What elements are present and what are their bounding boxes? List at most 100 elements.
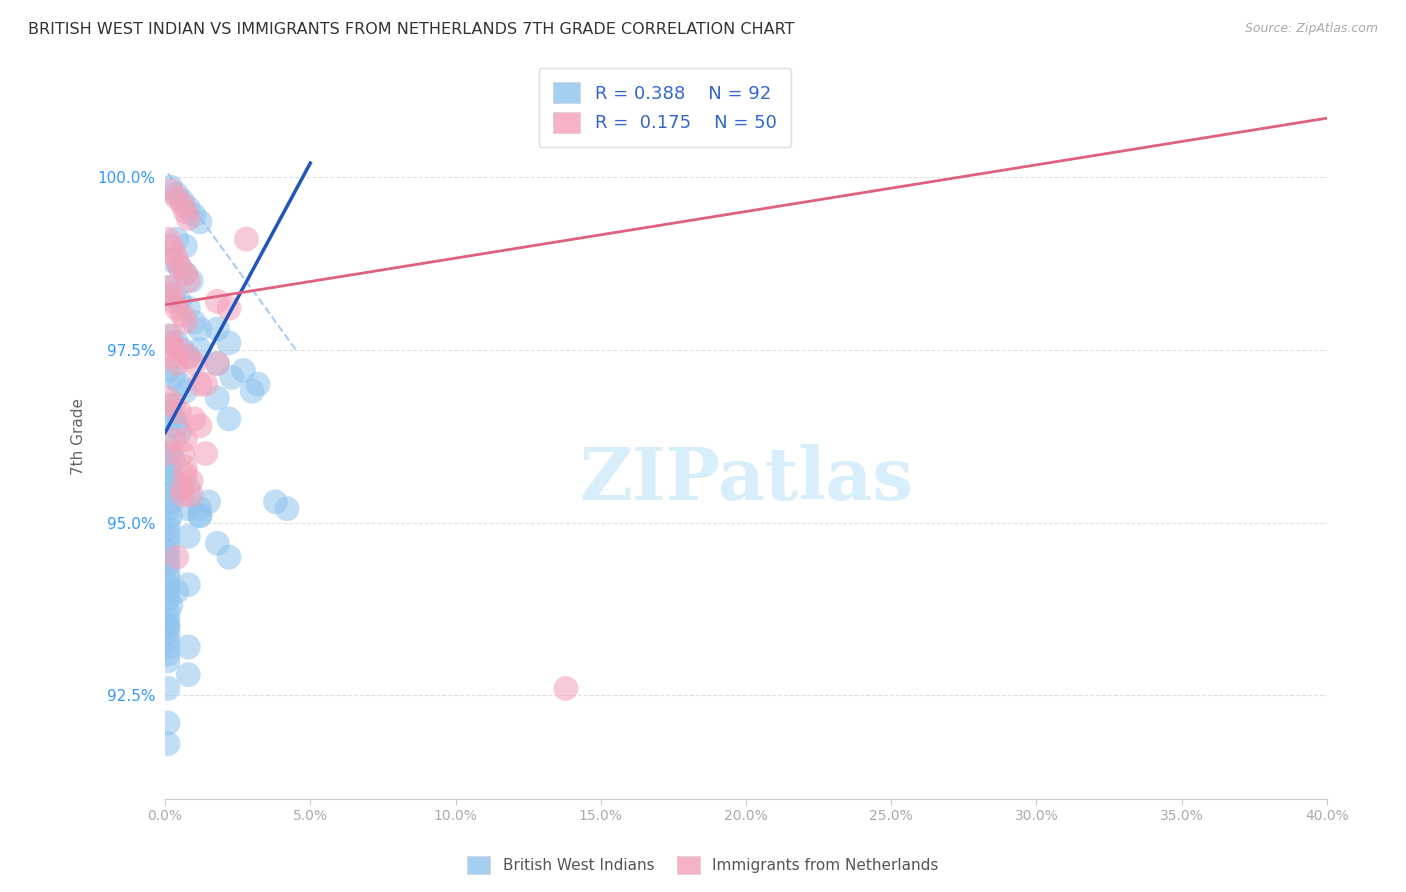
Point — [177, 350, 200, 364]
Point — [276, 501, 298, 516]
Point — [188, 322, 211, 336]
Point — [188, 377, 211, 392]
Point — [177, 481, 200, 495]
Point — [160, 405, 183, 419]
Point — [166, 232, 188, 246]
Point — [160, 252, 183, 267]
Point — [235, 232, 257, 246]
Point — [174, 460, 197, 475]
Point — [218, 301, 240, 316]
Point — [156, 391, 179, 405]
Point — [194, 446, 217, 460]
Legend: R = 0.388    N = 92, R =  0.175    N = 50: R = 0.388 N = 92, R = 0.175 N = 50 — [538, 68, 790, 147]
Point — [156, 363, 179, 377]
Point — [264, 495, 287, 509]
Point — [169, 405, 191, 419]
Point — [163, 294, 186, 309]
Point — [188, 343, 211, 357]
Point — [166, 187, 188, 202]
Point — [166, 301, 188, 316]
Point — [156, 612, 179, 626]
Point — [156, 529, 179, 543]
Point — [160, 495, 183, 509]
Point — [163, 246, 186, 260]
Point — [174, 204, 197, 219]
Point — [163, 412, 186, 426]
Point — [166, 550, 188, 565]
Point — [160, 335, 183, 350]
Point — [163, 433, 186, 447]
Point — [207, 294, 229, 309]
Point — [174, 267, 197, 281]
Point — [160, 287, 183, 301]
Point — [169, 425, 191, 440]
Point — [156, 516, 179, 530]
Point — [188, 501, 211, 516]
Point — [156, 523, 179, 537]
Point — [183, 357, 205, 371]
Point — [174, 315, 197, 329]
Point — [156, 578, 179, 592]
Point — [156, 280, 179, 294]
Point — [197, 495, 219, 509]
Point — [180, 488, 202, 502]
Point — [166, 335, 188, 350]
Point — [188, 215, 211, 229]
Point — [232, 363, 254, 377]
Point — [172, 343, 194, 357]
Point — [177, 667, 200, 681]
Point — [169, 377, 191, 392]
Point — [156, 626, 179, 640]
Point — [207, 357, 229, 371]
Point — [207, 322, 229, 336]
Point — [169, 260, 191, 274]
Point — [174, 239, 197, 253]
Point — [156, 557, 179, 571]
Point — [174, 467, 197, 482]
Point — [221, 370, 243, 384]
Point — [156, 619, 179, 633]
Point — [160, 446, 183, 460]
Point — [160, 467, 183, 482]
Point — [156, 681, 179, 696]
Point — [183, 208, 205, 222]
Point — [177, 201, 200, 215]
Point — [156, 550, 179, 565]
Point — [218, 335, 240, 350]
Point — [156, 280, 179, 294]
Point — [180, 274, 202, 288]
Point — [156, 633, 179, 648]
Point — [172, 194, 194, 208]
Point — [156, 654, 179, 668]
Point — [163, 474, 186, 488]
Point — [156, 619, 179, 633]
Point — [166, 252, 188, 267]
Point — [247, 377, 270, 392]
Point — [183, 315, 205, 329]
Point — [156, 232, 179, 246]
Point — [207, 391, 229, 405]
Text: BRITISH WEST INDIAN VS IMMIGRANTS FROM NETHERLANDS 7TH GRADE CORRELATION CHART: BRITISH WEST INDIAN VS IMMIGRANTS FROM N… — [28, 22, 794, 37]
Point — [156, 584, 179, 599]
Point — [160, 329, 183, 343]
Point — [177, 350, 200, 364]
Text: ZIPatlas: ZIPatlas — [579, 444, 912, 516]
Point — [194, 377, 217, 392]
Point — [188, 508, 211, 523]
Point — [218, 550, 240, 565]
Point — [160, 184, 183, 198]
Point — [177, 529, 200, 543]
Point — [156, 329, 179, 343]
Point — [156, 591, 179, 606]
Point — [177, 211, 200, 226]
Point — [156, 543, 179, 558]
Point — [163, 370, 186, 384]
Point — [172, 488, 194, 502]
Point — [188, 418, 211, 433]
Point — [160, 239, 183, 253]
Point — [156, 501, 179, 516]
Point — [163, 350, 186, 364]
Point — [177, 301, 200, 316]
Point — [156, 564, 179, 578]
Point — [180, 474, 202, 488]
